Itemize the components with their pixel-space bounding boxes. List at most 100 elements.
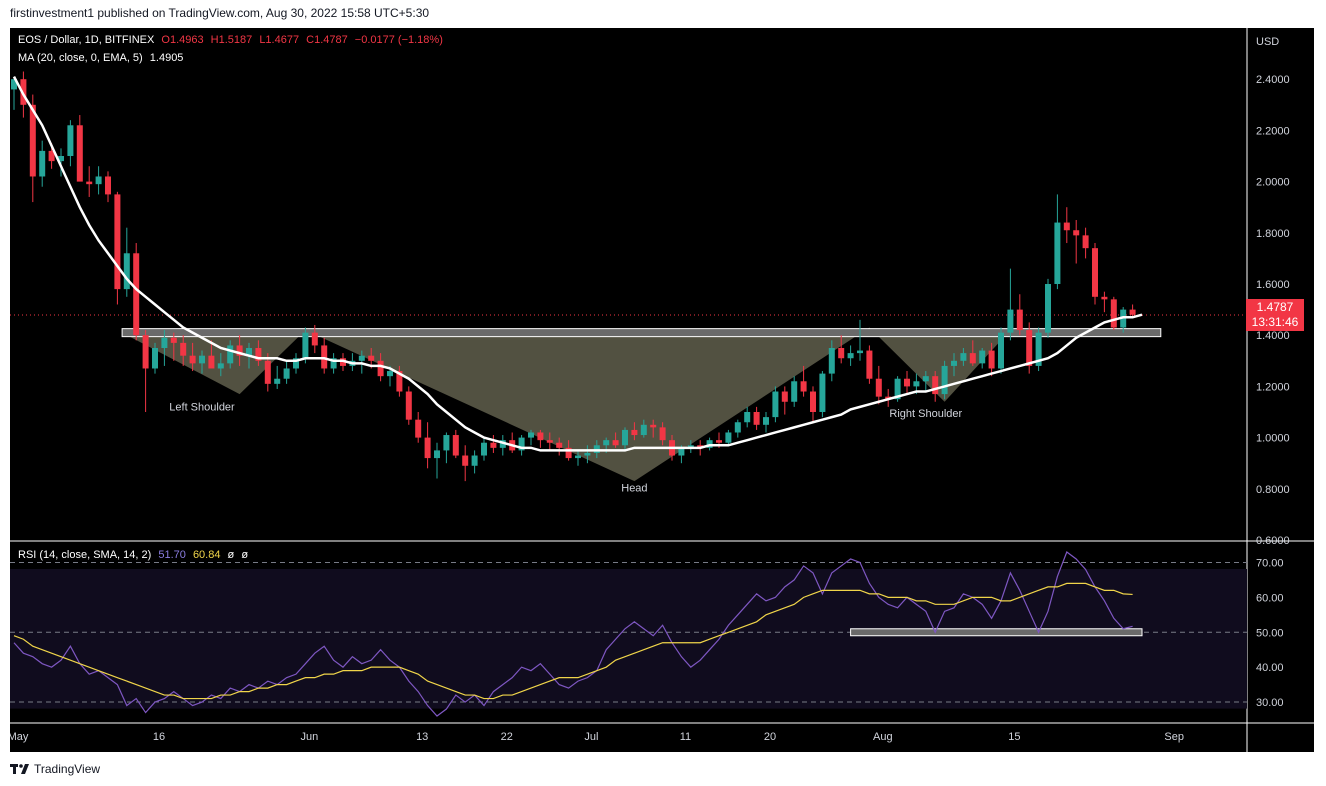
- currency-label: USD: [1256, 36, 1279, 48]
- candle-body: [763, 417, 769, 425]
- candle-body: [979, 350, 986, 364]
- rsi-support-zone: [850, 628, 1143, 637]
- rsi-value: 51.70: [158, 549, 186, 561]
- candle-body: [781, 391, 788, 402]
- ma-label: MA (20, close, 0, EMA, 5): [18, 52, 143, 64]
- time-tick-label: Sep: [1164, 731, 1184, 743]
- candle-body: [575, 455, 581, 459]
- candle-body: [321, 345, 328, 369]
- rsi-tick-label: 60.00: [1256, 592, 1284, 604]
- ohlc-open: O1.4963: [161, 34, 204, 46]
- candle-body: [180, 342, 187, 356]
- candle-body: [932, 376, 939, 395]
- candle-body: [716, 440, 722, 443]
- candle-body: [904, 378, 910, 387]
- candle-body: [255, 348, 262, 361]
- candle-body: [1092, 248, 1098, 297]
- candle-body: [86, 181, 93, 185]
- pattern-label: Head: [621, 482, 647, 494]
- rsi-tick-label: 50.00: [1256, 627, 1284, 639]
- ohlc-change: −0.0177 (−1.18%): [354, 34, 443, 46]
- candle-body: [236, 345, 243, 356]
- candle-body: [988, 350, 995, 369]
- time-tick-label: Jun: [301, 731, 319, 743]
- candle-body: [311, 332, 318, 346]
- candle-body: [537, 432, 544, 441]
- price-tick-label: 2.4000: [1256, 74, 1290, 86]
- candle-body: [706, 440, 713, 448]
- candle-body: [622, 429, 628, 446]
- candle-body: [443, 435, 450, 451]
- candle-body: [170, 337, 177, 343]
- candle-body: [481, 442, 487, 456]
- candle-body: [678, 447, 685, 456]
- candle-body: [687, 445, 694, 448]
- price-tick-label: 1.2000: [1256, 381, 1290, 393]
- candle-body: [1063, 222, 1070, 231]
- tradingview-logo-icon: [10, 764, 29, 774]
- price-tick-label: 1.0000: [1256, 433, 1290, 445]
- candle-body: [1045, 284, 1051, 333]
- candle-body: [875, 378, 882, 397]
- candle-body: [358, 355, 365, 361]
- chart-canvas[interactable]: USD2.40002.20002.00001.80001.60001.40001…: [10, 28, 1314, 752]
- neckline-support-zone: [121, 328, 1162, 338]
- candle-body: [612, 440, 619, 446]
- candle-body: [725, 432, 732, 443]
- rsi-tick-label: 30.00: [1256, 697, 1284, 709]
- candle-body: [161, 337, 168, 348]
- candle-body: [810, 391, 816, 412]
- rsi-tick-label: 40.00: [1256, 662, 1284, 674]
- time-tick-label: 15: [1008, 731, 1020, 743]
- candle-body: [227, 345, 234, 364]
- footer[interactable]: TradingView: [10, 762, 100, 776]
- candle-body: [11, 79, 17, 90]
- pattern-label: Right Shoulder: [889, 408, 962, 420]
- last-price-tag: 1.4787 13:31:46: [1246, 299, 1304, 331]
- rsi-legend[interactable]: RSI (14, close, SMA, 14, 2) 51.70 60.84 …: [18, 549, 252, 561]
- time-tick-label: Aug: [873, 731, 893, 743]
- candle-body: [246, 348, 252, 356]
- candle-body: [405, 391, 412, 420]
- publisher-line: firstinvestment1 published on TradingVie…: [10, 6, 430, 20]
- candle-body: [969, 353, 976, 364]
- candle-body: [95, 176, 102, 185]
- candle-body: [584, 452, 591, 456]
- price-tick-label: 1.4000: [1256, 330, 1290, 342]
- chart-frame[interactable]: USD 2.4000 2.2000 2.0000 1.8000 1.6000 1.4000 1…: [10, 28, 1314, 752]
- candle-body: [734, 422, 741, 433]
- candle-body: [518, 437, 525, 451]
- candle-body: [546, 440, 553, 443]
- candle-body: [753, 412, 760, 425]
- last-price: 1.4787: [1256, 300, 1294, 314]
- candle-body: [1101, 296, 1108, 300]
- candle-body: [1073, 230, 1080, 236]
- ma-legend[interactable]: MA (20, close, 0, EMA, 5) 1.4905: [18, 52, 187, 64]
- time-tick-label: 16: [153, 731, 165, 743]
- candle-body: [1035, 332, 1042, 366]
- candle-body: [1026, 330, 1033, 366]
- head-shoulders-pattern: [122, 327, 1011, 482]
- footer-brand: TradingView: [34, 762, 101, 776]
- pattern-label: Left Shoulder: [169, 402, 235, 414]
- price-tick-label: 0.6000: [1256, 535, 1290, 547]
- candle-body: [199, 355, 205, 364]
- candle-body: [800, 381, 807, 392]
- symbol-legend: EOS / Dollar, 1D, BITFINEX O1.4963 H1.51…: [18, 34, 447, 46]
- rsi-ma-line: [13, 582, 1133, 700]
- rsi-extra-2: ø: [241, 549, 249, 561]
- candle-body: [76, 125, 83, 182]
- price-tick-label: 0.8000: [1256, 484, 1290, 496]
- candle-body: [133, 253, 140, 336]
- candle-body: [123, 253, 130, 290]
- candle-body: [208, 355, 215, 369]
- candle-body: [819, 373, 826, 412]
- candle-body: [565, 447, 572, 459]
- candle-body: [434, 450, 440, 459]
- candle-body: [424, 437, 431, 459]
- candle-body: [368, 355, 375, 361]
- candle-body: [1129, 309, 1136, 315]
- candle-body: [490, 442, 497, 448]
- candle-body: [377, 360, 384, 377]
- candle-body: [39, 150, 46, 177]
